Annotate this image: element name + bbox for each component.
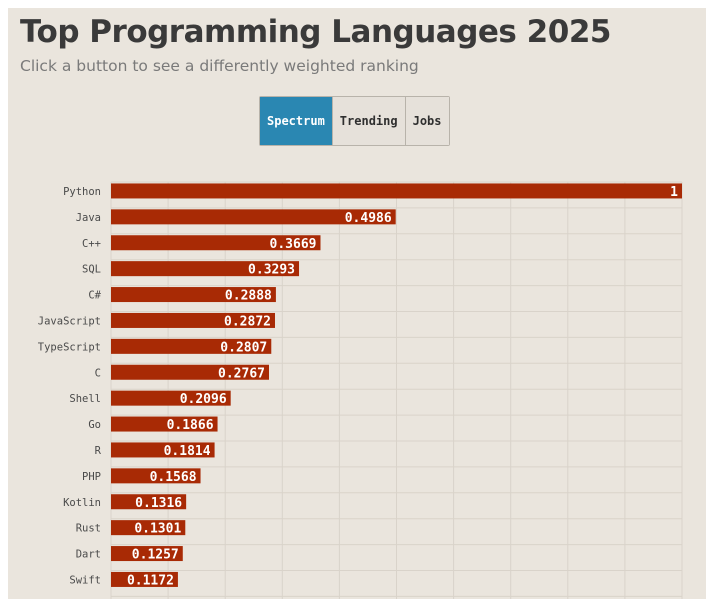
bar[interactable] xyxy=(111,261,300,277)
category-label: C xyxy=(95,367,101,379)
grid xyxy=(110,181,683,599)
spectrum-button[interactable]: Spectrum xyxy=(260,97,333,145)
bar[interactable] xyxy=(111,520,186,536)
category-label: R xyxy=(95,445,102,457)
value-label: 0.1257 xyxy=(132,548,179,563)
bar[interactable] xyxy=(111,571,178,587)
value-label: 0.4986 xyxy=(345,211,392,226)
category-label: SQL xyxy=(82,264,101,276)
value-label: 1 xyxy=(670,185,678,200)
category-label: JavaScript xyxy=(38,315,101,327)
bar[interactable] xyxy=(111,494,187,510)
category-label: Go xyxy=(88,419,101,431)
value-label: 0.3293 xyxy=(248,263,295,278)
category-label: Dart xyxy=(76,549,101,561)
value-label: 0.1172 xyxy=(127,573,174,588)
value-label: 0.1866 xyxy=(167,418,214,433)
category-label: Kotlin xyxy=(63,497,101,509)
bar[interactable] xyxy=(111,338,272,354)
bar[interactable] xyxy=(111,442,215,458)
jobs-button[interactable]: Jobs xyxy=(405,97,449,145)
value-label: 0.2096 xyxy=(180,392,227,407)
value-label: 0.2888 xyxy=(225,289,272,304)
value-label: 0.3669 xyxy=(270,237,317,252)
bar[interactable] xyxy=(111,546,183,562)
value-label: 0.2767 xyxy=(218,366,265,381)
value-label: 0.1316 xyxy=(135,496,182,511)
category-label: Rust xyxy=(76,523,101,535)
value-label: 0.2872 xyxy=(224,314,271,329)
chart-card: Top Programming Languages 2025 Click a b… xyxy=(8,8,706,599)
bar[interactable] xyxy=(111,235,321,251)
category-label: TypeScript xyxy=(38,341,101,353)
value-label: 0.1301 xyxy=(134,522,181,537)
value-label: 0.1568 xyxy=(150,470,197,485)
ranking-button-group: Spectrum Trending Jobs xyxy=(259,96,450,146)
value-label: 0.2807 xyxy=(220,340,267,355)
category-label: Swift xyxy=(69,574,101,586)
page-title: Top Programming Languages 2025 xyxy=(20,14,611,50)
bar[interactable] xyxy=(111,468,201,484)
bar[interactable] xyxy=(111,364,269,380)
trending-button[interactable]: Trending xyxy=(332,97,406,145)
bar[interactable] xyxy=(111,416,218,432)
bar[interactable] xyxy=(111,209,396,225)
bar[interactable] xyxy=(111,183,682,199)
bar[interactable] xyxy=(111,287,276,303)
value-label: 0.1814 xyxy=(164,444,211,459)
category-label: Python xyxy=(63,186,101,198)
page-subtitle: Click a button to see a differently weig… xyxy=(20,57,419,75)
category-label: C++ xyxy=(82,238,101,250)
bar[interactable] xyxy=(111,390,231,406)
category-label: PHP xyxy=(82,471,101,483)
bar[interactable] xyxy=(111,312,275,328)
category-label: Java xyxy=(76,212,101,224)
category-label: Shell xyxy=(69,393,101,405)
bar-chart: Python 1 Java 0.4986 C++ 0.3669 SQL 0.3293 C# 0.2… xyxy=(38,181,683,599)
category-label: C# xyxy=(88,290,101,302)
